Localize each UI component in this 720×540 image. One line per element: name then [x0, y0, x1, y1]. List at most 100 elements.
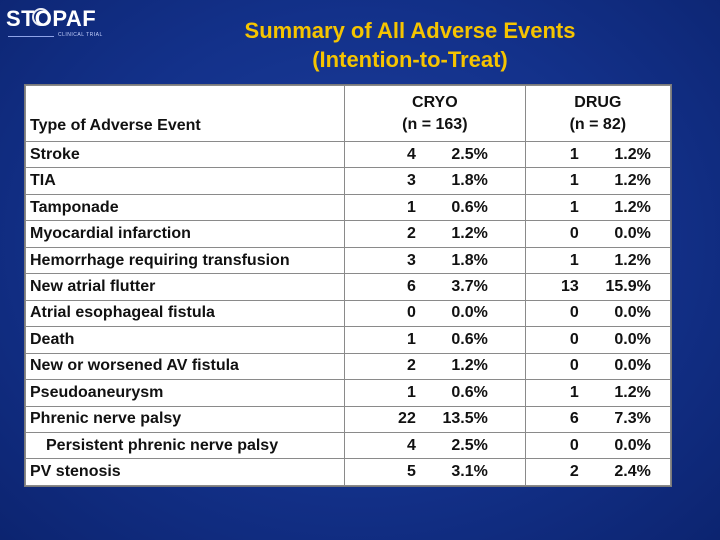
table-row: Persistent phrenic nerve palsy 4 2.5% 0 0.0%	[24, 431, 672, 460]
cryo-count: 22	[398, 410, 416, 428]
drug-count: 0	[569, 330, 579, 348]
event-name: Hemorrhage requiring transfusion	[24, 246, 346, 275]
header-cryo-name: CRYO	[412, 93, 458, 111]
cryo-count: 0	[406, 304, 416, 322]
drug-cell: 0 0.0%	[524, 220, 672, 248]
event-name: New atrial flutter	[24, 273, 346, 301]
cryo-count: 2	[406, 357, 416, 375]
drug-count: 0	[569, 225, 579, 243]
cryo-cell: 5 3.1%	[344, 458, 526, 486]
drug-count: 1	[569, 145, 579, 163]
title-line-1: Summary of All Adverse Events	[244, 18, 576, 43]
events-table-grid: Type of Adverse Event CRYO (n = 163) DRU…	[24, 85, 672, 486]
event-name: Pseudoaneurysm	[24, 379, 346, 407]
header-type: Type of Adverse Event	[24, 85, 346, 142]
table-row: TIA 3 1.8% 1 1.2%	[24, 167, 672, 195]
table-row: Myocardial infarction 2 1.2% 0 0.0%	[24, 220, 672, 248]
drug-percent: 0.0%	[614, 330, 651, 348]
header-drug-name: DRUG	[574, 93, 622, 111]
drug-cell: 0 0.0%	[524, 299, 672, 328]
cryo-cell: 3 1.8%	[344, 167, 526, 195]
cryo-cell: 2 1.2%	[344, 220, 526, 248]
slide-title: Summary of All Adverse Events (Intention…	[160, 16, 660, 74]
cryo-percent: 3.7%	[451, 277, 488, 295]
header-drug: DRUG (n = 82)	[524, 85, 672, 142]
cryo-cell: 1 0.6%	[344, 379, 526, 407]
drug-percent: 15.9%	[605, 277, 651, 295]
drug-percent: 1.2%	[614, 145, 651, 163]
cryo-percent: 1.8%	[451, 172, 488, 190]
cryo-percent: 2.5%	[451, 145, 488, 163]
event-name: Phrenic nerve palsy	[24, 405, 346, 433]
cryo-count: 4	[406, 145, 416, 163]
cryo-cell: 3 1.8%	[344, 246, 526, 275]
logo-text: STOPAF	[6, 6, 97, 31]
cryo-count: 6	[406, 277, 416, 295]
table-row: Hemorrhage requiring transfusion 3 1.8% 1 1.…	[24, 246, 672, 275]
header-drug-n: (n = 82)	[569, 115, 627, 133]
cryo-count: 5	[406, 463, 416, 481]
event-name: PV stenosis	[24, 458, 346, 486]
table-row: Phrenic nerve palsy 22 13.5% 6 7.3%	[24, 405, 672, 433]
cryo-count: 3	[406, 172, 416, 190]
event-name: Persistent phrenic nerve palsy	[24, 431, 346, 460]
logo-underline	[8, 36, 54, 37]
table-row: Pseudoaneurysm 1 0.6% 1 1.2%	[24, 379, 672, 407]
table-row: New atrial flutter 6 3.7% 13 15.9%	[24, 273, 672, 301]
drug-count: 6	[569, 410, 579, 428]
cryo-count: 4	[406, 436, 416, 454]
table-body: Stroke 4 2.5% 1 1.2% TIA 3 1.8% 1 1.2% Tamponade 1 0…	[24, 140, 672, 486]
cryo-cell: 0 0.0%	[344, 299, 526, 328]
drug-cell: 2 2.4%	[524, 458, 672, 486]
cryo-percent: 0.0%	[451, 304, 488, 322]
drug-count: 1	[569, 172, 579, 190]
drug-cell: 13 15.9%	[524, 273, 672, 301]
table-row: Atrial esophageal fistula 0 0.0% 0 0.0%	[24, 299, 672, 328]
drug-count: 1	[569, 251, 579, 269]
adverse-events-table: Type of Adverse Event CRYO (n = 163) DRU…	[24, 84, 672, 487]
cryo-count: 1	[406, 383, 416, 401]
cryo-cell: 6 3.7%	[344, 273, 526, 301]
drug-percent: 0.0%	[614, 225, 651, 243]
drug-count: 13	[561, 277, 579, 295]
title-line-2: (Intention-to-Treat)	[312, 47, 508, 72]
cryo-cell: 4 2.5%	[344, 140, 526, 169]
drug-percent: 0.0%	[614, 436, 651, 454]
drug-count: 0	[569, 357, 579, 375]
cryo-percent: 2.5%	[451, 436, 488, 454]
drug-cell: 1 1.2%	[524, 246, 672, 275]
table-row: PV stenosis 5 3.1% 2 2.4%	[24, 458, 672, 486]
drug-cell: 1 1.2%	[524, 140, 672, 169]
drug-cell: 1 1.2%	[524, 379, 672, 407]
cryo-percent: 1.2%	[451, 357, 488, 375]
drug-cell: 6 7.3%	[524, 405, 672, 433]
drug-cell: 0 0.0%	[524, 326, 672, 354]
cryo-cell: 2 1.2%	[344, 352, 526, 381]
table-header-row: Type of Adverse Event CRYO (n = 163) DRU…	[24, 85, 672, 142]
event-name: Atrial esophageal fistula	[24, 299, 346, 328]
logo-subtitle: CLINICAL TRIAL	[58, 32, 103, 38]
drug-count: 1	[569, 383, 579, 401]
event-name: Stroke	[24, 140, 346, 169]
cryo-cell: 1 0.6%	[344, 193, 526, 222]
logo-ring-icon	[32, 8, 50, 26]
header-cryo: CRYO (n = 163)	[344, 85, 526, 142]
event-name: TIA	[24, 167, 346, 195]
drug-percent: 7.3%	[614, 410, 651, 428]
drug-cell: 0 0.0%	[524, 431, 672, 460]
table-row: Stroke 4 2.5% 1 1.2%	[24, 140, 672, 169]
table-row: New or worsened AV fistula 2 1.2% 0 0.0%	[24, 352, 672, 381]
drug-count: 2	[569, 463, 579, 481]
event-name: Death	[24, 326, 346, 354]
cryo-percent: 0.6%	[451, 383, 488, 401]
event-name: Tamponade	[24, 193, 346, 222]
cryo-count: 2	[406, 225, 416, 243]
stopaf-logo: STOPAF CLINICAL TRIAL	[4, 4, 104, 44]
cryo-cell: 4 2.5%	[344, 431, 526, 460]
cryo-cell: 1 0.6%	[344, 326, 526, 354]
drug-cell: 1 1.2%	[524, 193, 672, 222]
drug-count: 1	[569, 198, 579, 216]
drug-percent: 0.0%	[614, 304, 651, 322]
cryo-cell: 22 13.5%	[344, 405, 526, 433]
cryo-percent: 13.5%	[442, 410, 488, 428]
